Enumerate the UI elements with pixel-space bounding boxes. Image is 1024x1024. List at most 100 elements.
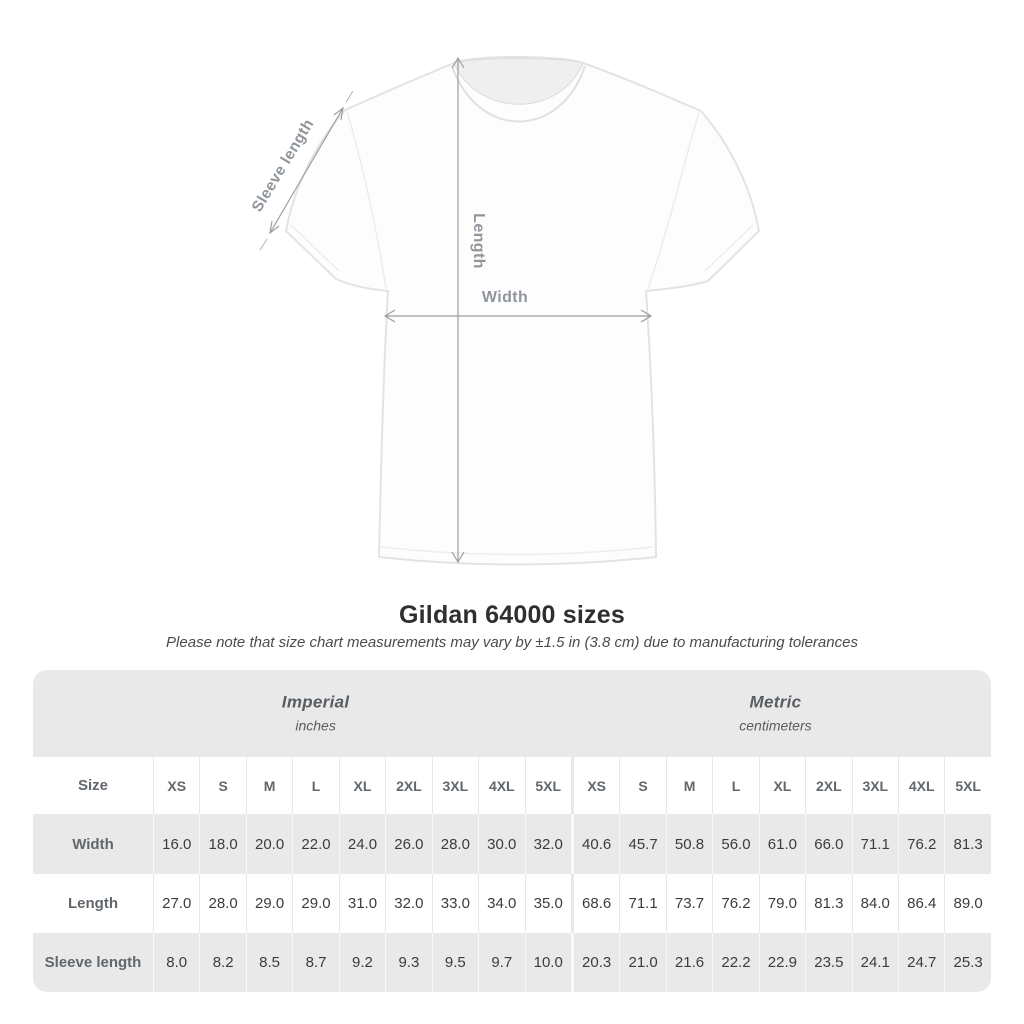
size-col-header: 2XL (805, 757, 851, 814)
collar-opening (453, 58, 584, 105)
table-cell: 32.0 (385, 874, 431, 933)
imperial-label: Imperial (281, 692, 350, 712)
table-cell: 9.5 (431, 933, 478, 992)
page-title: Gildan 64000 sizes (399, 601, 625, 629)
table-cell: 22.9 (758, 933, 805, 992)
size-col-header: S (199, 757, 245, 814)
table-cell: 8.5 (245, 933, 292, 992)
table-cell: 25.3 (944, 933, 990, 992)
table-cell: 45.7 (619, 814, 665, 874)
metric-group-header: Metric centimeters (739, 692, 811, 733)
size-row-label: Size (77, 777, 108, 794)
table-cell: 66.0 (805, 814, 851, 874)
length-row: Length 27.0 28.0 29.0 29.0 31.0 32.0 33.… (33, 874, 991, 933)
table-cell: 84.0 (851, 874, 898, 933)
table-cell: 29.0 (245, 874, 292, 933)
table-cell: 76.2 (712, 874, 758, 933)
table-cell: 73.7 (665, 874, 712, 933)
width-measure-arrow (383, 309, 653, 323)
table-cell: 35.0 (524, 874, 571, 933)
size-col-header: 4XL (478, 757, 524, 814)
table-cell: 56.0 (712, 814, 758, 874)
size-col-header: S (619, 757, 665, 814)
size-col-header: 5XL (524, 757, 571, 814)
table-cell: 9.7 (478, 933, 524, 992)
metric-unit: centimeters (739, 717, 812, 734)
size-col-header: XL (758, 757, 805, 814)
table-cell: 21.0 (619, 933, 665, 992)
table-cell: 18.0 (199, 814, 245, 874)
table-cell: 28.0 (199, 874, 245, 933)
size-col-header: 4XL (898, 757, 944, 814)
metric-label: Metric (749, 692, 802, 712)
table-cell: 24.7 (898, 933, 944, 992)
table-cell: 8.0 (153, 933, 199, 992)
table-cell: 31.0 (338, 874, 385, 933)
table-cell: 61.0 (758, 814, 805, 874)
table-cell: 8.2 (199, 933, 245, 992)
size-col-header: XS (153, 757, 199, 814)
width-label: Width (482, 289, 528, 306)
table-cell: 50.8 (665, 814, 712, 874)
table-cell: 26.0 (385, 814, 431, 874)
length-label: Length (470, 213, 487, 269)
table-cell: 24.1 (851, 933, 898, 992)
table-cell: 22.0 (292, 814, 338, 874)
table-cell: 34.0 (478, 874, 524, 933)
table-cell: 76.2 (898, 814, 944, 874)
size-col-header: 3XL (431, 757, 478, 814)
size-table: Imperial inches Metric centimeters Size … (33, 670, 991, 992)
size-col-header: XS (570, 757, 619, 814)
width-row-label: Width (72, 835, 114, 853)
table-cell: 40.6 (570, 814, 619, 874)
size-col-header: L (292, 757, 338, 814)
table-cell: 68.6 (570, 874, 619, 933)
tshirt-svg: Length Width Sleeve length (249, 56, 760, 566)
table-cell: 20.3 (570, 933, 619, 992)
table-cell: 27.0 (153, 874, 199, 933)
table-cell: 23.5 (805, 933, 851, 992)
size-col-header: 2XL (385, 757, 431, 814)
table-cell: 71.1 (851, 814, 898, 874)
sleeve-length-row: Sleeve length 8.0 8.2 8.5 8.7 9.2 9.3 9.… (33, 933, 991, 992)
size-col-header: L (712, 757, 758, 814)
length-measure-arrow (451, 56, 465, 564)
table-cell: 86.4 (898, 874, 944, 933)
table-cell: 71.1 (619, 874, 665, 933)
table-cell: 89.0 (944, 874, 990, 933)
size-col-header: 3XL (851, 757, 898, 814)
collar-ribbing (451, 65, 586, 123)
table-cell: 81.3 (944, 814, 990, 874)
imperial-group-header: Imperial inches (282, 692, 350, 733)
table-cell: 21.6 (665, 933, 712, 992)
sleeve-measure-arrow (259, 90, 354, 251)
size-header-row: Size XS S M L XL 2XL 3XL 4XL 5XL XS S M … (33, 757, 991, 814)
size-col-header: 5XL (944, 757, 990, 814)
unit-header-band: Imperial inches Metric centimeters (33, 670, 991, 757)
table-cell: 16.0 (153, 814, 199, 874)
table-cell: 32.0 (524, 814, 571, 874)
tolerance-note: Please note that size chart measurements… (166, 634, 858, 651)
length-row-label: Length (68, 895, 118, 912)
size-col-header: M (245, 757, 292, 814)
width-row: Width 16.0 18.0 20.0 22.0 24.0 26.0 28.0… (33, 814, 991, 874)
table-cell: 9.3 (385, 933, 431, 992)
table-cell: 24.0 (338, 814, 385, 874)
table-cell: 8.7 (292, 933, 338, 992)
sleeve-row-label: Sleeve length (44, 954, 142, 971)
table-cell: 10.0 (524, 933, 571, 992)
table-cell: 22.2 (712, 933, 758, 992)
table-cell: 28.0 (431, 814, 478, 874)
table-cell: 79.0 (758, 874, 805, 933)
table-cell: 81.3 (805, 874, 851, 933)
size-col-header: XL (338, 757, 385, 814)
imperial-unit: inches (295, 717, 336, 734)
table-cell: 29.0 (292, 874, 338, 933)
size-col-header: M (665, 757, 712, 814)
table-cell: 20.0 (245, 814, 292, 874)
tshirt-diagram: Length Width Sleeve length (249, 56, 760, 566)
table-cell: 33.0 (431, 874, 478, 933)
tshirt-illustration (285, 56, 760, 566)
table-cell: 9.2 (338, 933, 385, 992)
